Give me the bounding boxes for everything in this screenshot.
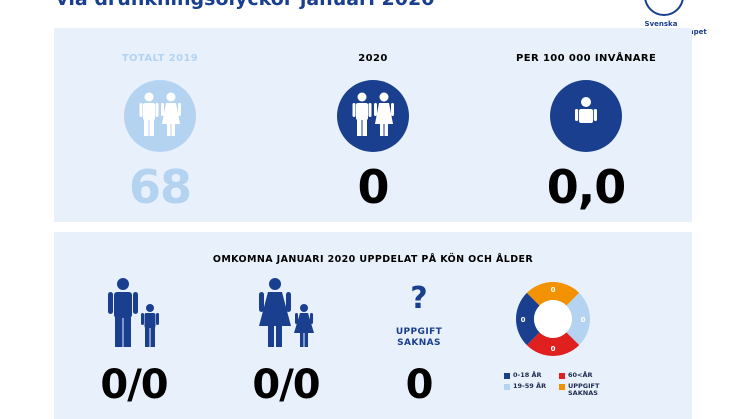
woman-girl-icon (256, 278, 318, 350)
person-icon (550, 80, 622, 152)
donut-label-60plus: 0 (551, 345, 556, 353)
donut-segment-unknown (526, 281, 580, 306)
stat-per-100000-value: 0,0 (546, 160, 627, 214)
legend-label-19-59: 19-59 ÅR (513, 382, 547, 390)
question-mark-icon: ? (410, 281, 428, 316)
donut-label-unknown: 0 (551, 286, 556, 294)
unknown-label-line2: SAKNAS (397, 338, 441, 348)
stat-2020-value: 0 (357, 160, 389, 214)
breakdown-title: OMKOMNA JANUARI 2020 UPPDELAT PÅ KÖN OCH… (212, 254, 534, 265)
donut-label-19-59: 0 (581, 316, 586, 324)
legend-label-0-18: 0-18 ÅR (513, 371, 542, 379)
logo: Svenska Livräddningssällskapet (612, 0, 710, 36)
legend-swatch-60plus (559, 373, 565, 379)
stat-total-2019-label: TOTALT 2019 (121, 53, 199, 64)
man-boy-icon (104, 278, 164, 350)
donut-segment-0-18 (516, 292, 540, 346)
logo-line1: Svenska (644, 20, 678, 28)
donut-segment-19-59 (566, 292, 590, 346)
unknown-value: 0 (405, 362, 434, 408)
legend-swatch-unknown (559, 384, 565, 390)
donut-svg: 0 0 0 0 (516, 281, 590, 357)
unknown-label-line1: UPPGIFT (395, 327, 443, 337)
men-value: 0/0 (100, 362, 168, 408)
man-woman-icon (124, 80, 196, 152)
age-donut-chart: 0 0 0 0 (508, 278, 598, 362)
man-woman-icon (337, 80, 409, 152)
stat-2020-label: 2020 (358, 53, 388, 64)
logo-emblem-icon (644, 0, 684, 16)
legend-label-unknown: UPPGIFT (568, 382, 600, 390)
legend-label-unknown-line2: SAKNAS (568, 389, 598, 397)
legend-swatch-19-59 (504, 384, 510, 390)
stat-total-2019-value: 68 (128, 160, 192, 214)
donut-label-0-18: 0 (521, 316, 526, 324)
legend-swatch-0-18 (504, 373, 510, 379)
donut-segment-60plus (526, 332, 580, 357)
page-title: via drunkningsolyckor januari 2020 (56, 0, 434, 10)
stat-per-100000-label: PER 100 000 INVÅNARE (516, 53, 657, 64)
legend-label-60plus: 60<ÅR (568, 371, 593, 379)
women-value: 0/0 (252, 362, 320, 408)
